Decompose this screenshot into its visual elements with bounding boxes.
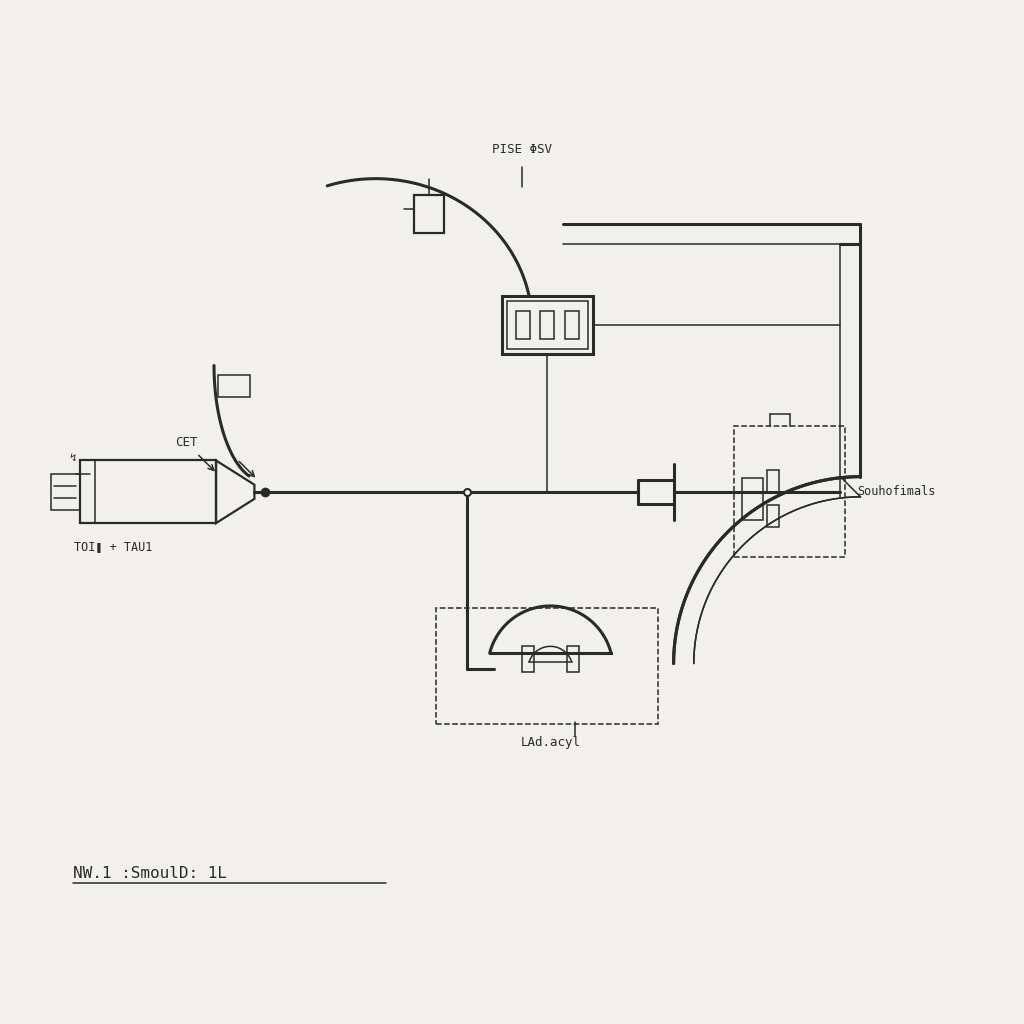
- Bar: [414, 195, 444, 233]
- Bar: [734, 426, 846, 557]
- Bar: [218, 375, 251, 397]
- Text: CET: CET: [175, 436, 198, 450]
- Bar: [51, 474, 80, 510]
- Text: TOI❚ + TAU1: TOI❚ + TAU1: [74, 541, 153, 553]
- Text: NW.1 :SmoulD: 1L: NW.1 :SmoulD: 1L: [73, 865, 226, 881]
- Bar: [507, 301, 588, 349]
- Bar: [566, 646, 579, 672]
- Text: ↯: ↯: [70, 454, 77, 464]
- Text: PISE ΦSV: PISE ΦSV: [493, 143, 552, 157]
- Bar: [564, 311, 579, 339]
- Bar: [541, 311, 554, 339]
- Bar: [436, 608, 658, 724]
- Bar: [80, 461, 216, 523]
- Text: Souhofimals: Souhofimals: [857, 485, 936, 499]
- Bar: [516, 311, 530, 339]
- Bar: [502, 296, 593, 354]
- Bar: [767, 505, 778, 527]
- Bar: [767, 470, 778, 492]
- Bar: [522, 646, 535, 672]
- Text: LAd.acyl: LAd.acyl: [520, 736, 581, 750]
- Bar: [742, 477, 763, 520]
